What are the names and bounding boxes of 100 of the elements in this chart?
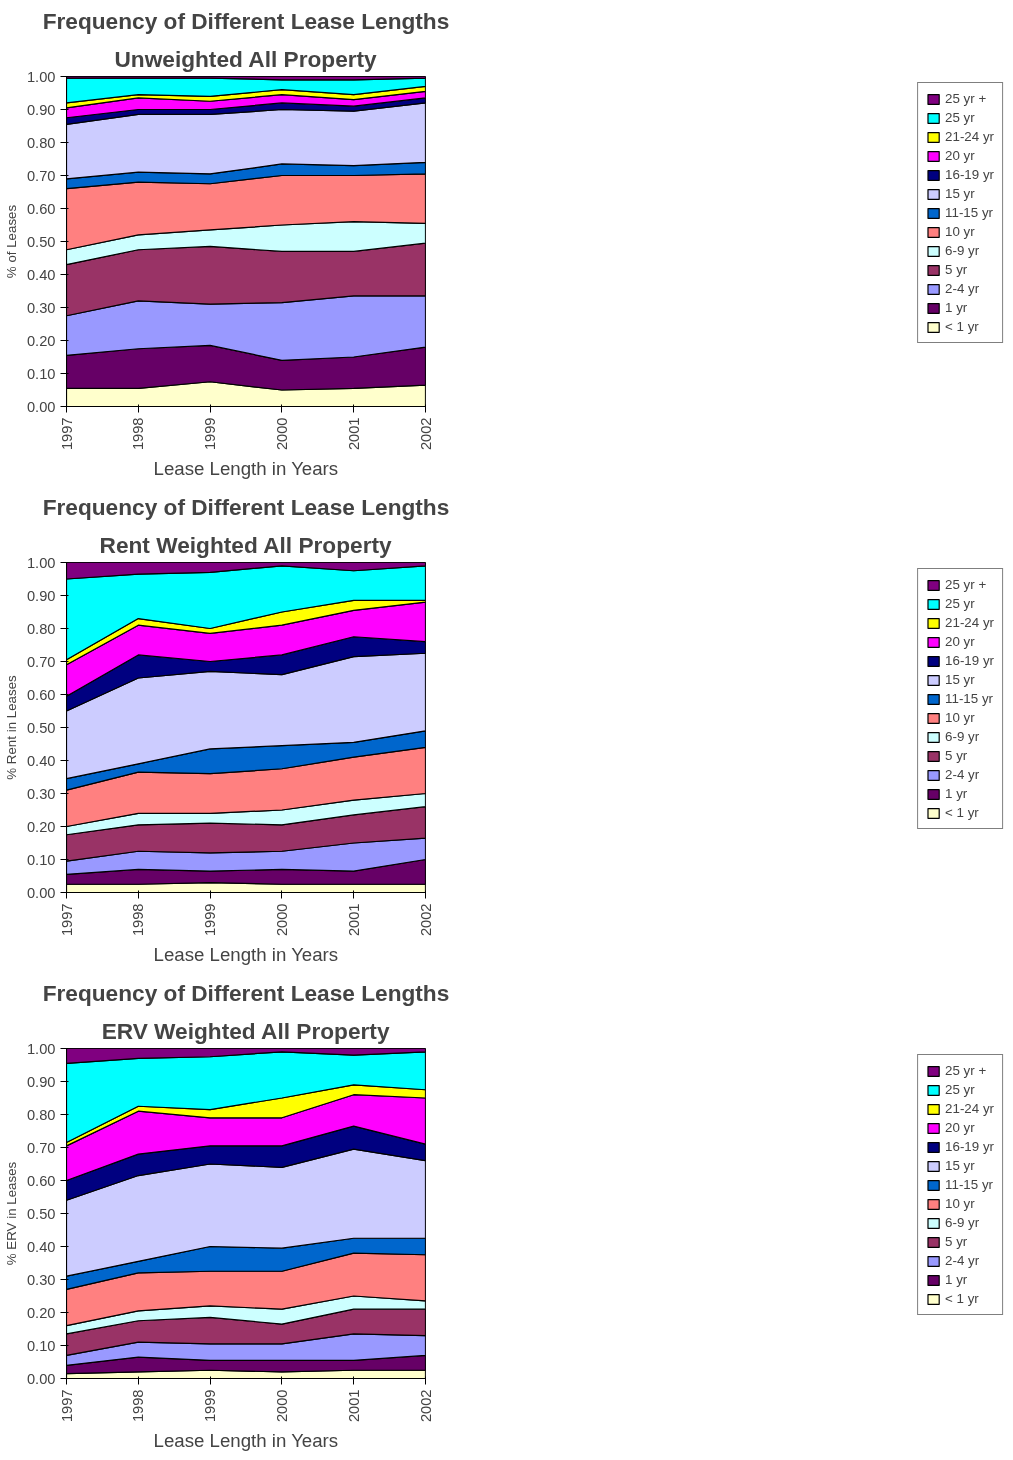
x-tick-label: 2001: [345, 903, 362, 937]
y-tick-label: 0.50: [26, 1205, 56, 1222]
x-tick-label: 1997: [58, 417, 75, 451]
legend-label: 11-15 yr: [945, 691, 993, 706]
legend-label: 10 yr: [945, 710, 975, 725]
legend-label: 16-19 yr: [945, 1139, 994, 1154]
legend-label: 5 yr: [945, 262, 968, 277]
y-axis-title: % Rent in Leases: [3, 674, 19, 780]
x-tick-label: 2002: [417, 903, 434, 937]
legend-label: 11-15 yr: [945, 1177, 993, 1192]
legend-label: 25 yr: [945, 596, 975, 611]
x-tick-label: 1997: [58, 1389, 75, 1423]
chart-title: Frequency of Different Lease Lengths: [42, 979, 450, 1006]
y-tick-label: 0.10: [26, 365, 56, 382]
x-tick-label: 2001: [345, 1389, 362, 1423]
chart-subtitle: Rent Weighted All Property: [99, 531, 392, 558]
x-tick-label: 2000: [273, 1389, 290, 1423]
chart-subtitle: Unweighted All Property: [114, 45, 378, 72]
y-tick-label: 0.80: [26, 134, 56, 151]
legend-label: 2-4 yr: [945, 1253, 980, 1268]
y-tick-label: 0.40: [26, 1238, 56, 1255]
legend-label: 21-24 yr: [945, 129, 994, 144]
y-tick-label: 0.30: [26, 785, 56, 802]
x-tick-label: 1997: [58, 903, 75, 937]
y-tick-label: 0.20: [26, 332, 56, 349]
y-tick-label: 0.10: [26, 851, 56, 868]
legend-label: 20 yr: [945, 1120, 975, 1135]
x-tick-label: 2002: [417, 1389, 434, 1423]
legend-label: 25 yr +: [945, 91, 987, 106]
y-tick-label: 0.10: [26, 1337, 56, 1354]
y-tick-label: 0.40: [26, 266, 56, 283]
x-axis-title: Lease Length in Years: [153, 944, 339, 966]
y-tick-label: 0.60: [26, 686, 56, 703]
x-tick-label: 1999: [202, 903, 219, 937]
chart-title: Frequency of Different Lease Lengths: [42, 7, 450, 34]
x-axis-title: Lease Length in Years: [153, 1430, 339, 1452]
x-axis-title: Lease Length in Years: [153, 458, 339, 480]
y-tick-label: 0.30: [26, 1271, 56, 1288]
legend-label: 25 yr: [945, 1082, 975, 1097]
legend-label: 1 yr: [945, 786, 968, 801]
legend-label: 21-24 yr: [945, 615, 994, 630]
y-tick-label: 0.50: [26, 233, 56, 250]
legend-label: 11-15 yr: [945, 205, 993, 220]
legend-label: < 1 yr: [945, 319, 979, 334]
x-tick-label: 2000: [273, 903, 290, 937]
y-tick-label: 0.50: [26, 719, 56, 736]
legend-label: 6-9 yr: [945, 729, 980, 744]
legend-label: 15 yr: [945, 1158, 975, 1173]
x-tick-label: 1999: [202, 1389, 219, 1423]
y-tick-label: 0.00: [26, 1370, 56, 1387]
y-tick-label: 1.00: [26, 1040, 56, 1057]
x-tick-label: 1999: [202, 417, 219, 451]
legend-label: 20 yr: [945, 148, 975, 163]
legend-label: < 1 yr: [945, 1291, 979, 1306]
legend-label: 1 yr: [945, 300, 968, 315]
legend-label: 2-4 yr: [945, 767, 980, 782]
x-tick-label: 1998: [130, 1389, 147, 1423]
y-tick-label: 0.70: [26, 167, 56, 184]
legend-label: 25 yr +: [945, 1063, 987, 1078]
chart-title: Frequency of Different Lease Lengths: [42, 493, 450, 520]
x-tick-label: 1998: [130, 903, 147, 937]
y-tick-label: 0.20: [26, 818, 56, 835]
legend-label: 15 yr: [945, 672, 975, 687]
legend-label: 6-9 yr: [945, 243, 980, 258]
legend-label: 2-4 yr: [945, 281, 980, 296]
y-axis-title: % ERV in Leases: [3, 1161, 19, 1266]
legend-label: 20 yr: [945, 634, 975, 649]
y-tick-label: 0.70: [26, 653, 56, 670]
y-tick-label: 0.90: [26, 101, 56, 118]
y-tick-label: 0.00: [26, 884, 56, 901]
y-tick-label: 0.80: [26, 1106, 56, 1123]
x-tick-label: 2001: [345, 417, 362, 451]
legend-label: 15 yr: [945, 186, 975, 201]
x-tick-label: 2000: [273, 417, 290, 451]
y-tick-label: 0.60: [26, 200, 56, 217]
y-tick-label: 0.40: [26, 752, 56, 769]
x-tick-label: 1998: [130, 417, 147, 451]
x-tick-label: 2002: [417, 417, 434, 451]
y-tick-label: 0.60: [26, 1172, 56, 1189]
y-tick-label: 0.20: [26, 1304, 56, 1321]
y-tick-label: 1.00: [26, 554, 56, 571]
y-tick-label: 0.30: [26, 299, 56, 316]
y-tick-label: 0.90: [26, 1073, 56, 1090]
y-tick-label: 0.90: [26, 587, 56, 604]
legend-label: 10 yr: [945, 224, 975, 239]
legend-label: 21-24 yr: [945, 1101, 994, 1116]
legend-label: 10 yr: [945, 1196, 975, 1211]
legend-label: 25 yr +: [945, 577, 987, 592]
chart-subtitle: ERV Weighted All Property: [101, 1017, 390, 1044]
y-axis-title: % of Leases: [3, 204, 19, 279]
legend-label: 5 yr: [945, 1234, 968, 1249]
legend-label: 6-9 yr: [945, 1215, 980, 1230]
y-tick-label: 0.70: [26, 1139, 56, 1156]
y-tick-label: 0.00: [26, 398, 56, 415]
legend-label: 16-19 yr: [945, 167, 994, 182]
legend-label: 1 yr: [945, 1272, 968, 1287]
legend-label: 25 yr: [945, 110, 975, 125]
y-tick-label: 1.00: [26, 68, 56, 85]
legend-label: 16-19 yr: [945, 653, 994, 668]
y-tick-label: 0.80: [26, 620, 56, 637]
